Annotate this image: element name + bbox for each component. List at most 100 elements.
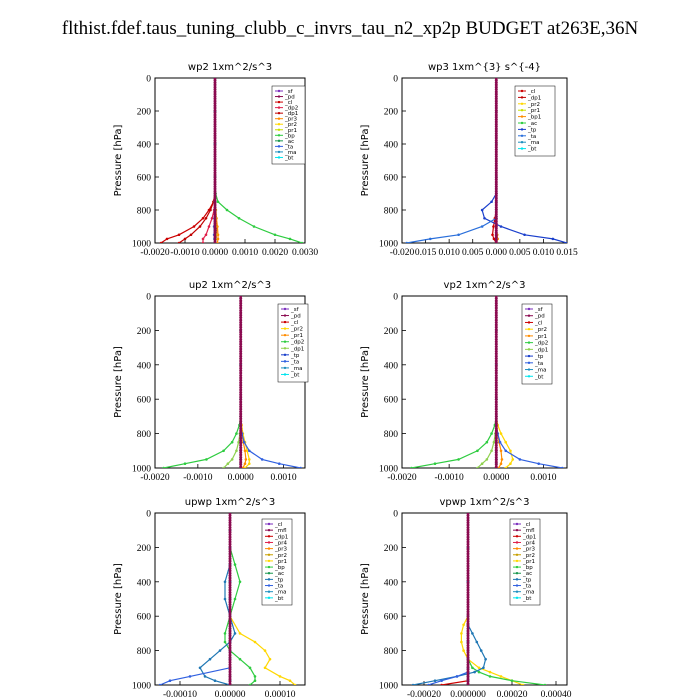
legend-marker xyxy=(527,354,531,358)
data-point xyxy=(165,237,169,241)
zero-profile-point xyxy=(239,333,243,337)
data-point xyxy=(244,458,248,461)
y-tick-label: 600 xyxy=(137,174,152,184)
data-point xyxy=(504,440,508,444)
y-tick-label: 800 xyxy=(137,207,152,217)
zero-profile-point xyxy=(494,217,498,221)
legend-label: _ac xyxy=(522,571,532,577)
series-line-ta xyxy=(406,78,497,243)
data-point xyxy=(218,649,222,652)
data-point xyxy=(521,683,525,685)
zero-profile-point xyxy=(213,94,217,98)
zero-profile-point xyxy=(239,345,243,349)
data-point xyxy=(498,440,502,444)
zero-profile-point xyxy=(239,419,243,423)
y-tick-label: 200 xyxy=(384,327,399,337)
data-point xyxy=(543,683,547,685)
zero-profile-point xyxy=(466,670,470,674)
zero-profile-point xyxy=(228,559,232,563)
legend-label: _pr3 xyxy=(284,117,298,123)
zero-profile-point xyxy=(466,521,470,525)
zero-profile-point xyxy=(466,554,470,558)
series-line-dp1 xyxy=(441,513,469,685)
data-point xyxy=(248,666,252,670)
x-tick-label: 0.00010 xyxy=(265,690,296,700)
legend-marker xyxy=(520,147,524,150)
zero-profile-point xyxy=(494,192,498,195)
zero-profile-point xyxy=(239,378,243,382)
zero-profile-point xyxy=(228,610,232,614)
zero-profile-point xyxy=(466,559,470,563)
y-tick-label: 400 xyxy=(137,578,152,588)
data-point xyxy=(551,237,555,241)
zero-profile-point xyxy=(494,155,498,159)
data-point xyxy=(233,563,237,566)
zero-profile-point xyxy=(239,451,243,455)
legend-box xyxy=(271,85,306,165)
data-point xyxy=(243,466,247,468)
zero-profile-point xyxy=(494,335,498,339)
zero-profile-point xyxy=(228,542,232,546)
zero-profile-point xyxy=(228,557,232,561)
y-axis-label: Pressure [hPa] xyxy=(113,125,124,197)
data-point xyxy=(485,458,489,461)
zero-profile-point xyxy=(494,178,498,182)
legend-label: _pr2 xyxy=(284,122,297,128)
legend-label: _ta xyxy=(284,144,293,150)
zero-profile-point xyxy=(239,349,243,353)
zero-profile-point xyxy=(494,395,498,399)
data-point xyxy=(518,458,522,461)
zero-profile-point xyxy=(494,465,498,468)
data-point xyxy=(168,679,172,682)
y-tick-label: 400 xyxy=(137,141,152,151)
legend-label: _cl xyxy=(522,522,531,528)
zero-profile-point xyxy=(239,354,243,358)
data-point xyxy=(226,462,230,466)
data-point xyxy=(460,640,463,644)
zero-profile-point xyxy=(239,325,243,329)
y-tick-label: 0 xyxy=(146,75,151,85)
zero-profile-point xyxy=(213,180,217,184)
legend-marker xyxy=(283,307,287,311)
zero-profile-point xyxy=(466,680,470,684)
data-point xyxy=(247,462,251,466)
zero-profile-point xyxy=(494,88,498,92)
data-point xyxy=(457,233,460,237)
data-point xyxy=(479,649,483,652)
legend-label: _pr4 xyxy=(522,540,536,546)
zero-profile-point xyxy=(213,122,217,126)
zero-profile-point xyxy=(213,205,217,209)
legend-marker xyxy=(515,590,519,593)
zero-profile-point xyxy=(213,81,217,85)
zero-profile-point xyxy=(494,381,498,385)
legend-label: _sf xyxy=(290,307,300,313)
zero-profile-point xyxy=(228,576,232,580)
zero-profile-point xyxy=(494,364,498,368)
y-tick-label: 600 xyxy=(384,396,399,406)
zero-profile-point xyxy=(466,682,470,685)
legend-label: _bp xyxy=(522,565,533,571)
x-tick-label: -0.0020 xyxy=(387,473,417,483)
y-tick-label: 1000 xyxy=(379,465,398,475)
zero-profile-point xyxy=(213,164,217,168)
zero-profile-point xyxy=(213,131,217,135)
zero-profile-point xyxy=(494,361,498,365)
zero-profile-point xyxy=(228,655,232,659)
x-tick-label: 0.010 xyxy=(438,248,460,258)
x-tick-label: 0.0010 xyxy=(232,248,258,258)
zero-profile-point xyxy=(239,361,243,365)
zero-profile-point xyxy=(228,643,232,647)
zero-profile-point xyxy=(466,533,470,537)
legend-label: _pr2 xyxy=(534,327,547,333)
data-point xyxy=(288,679,292,682)
zero-profile-point xyxy=(494,196,498,200)
x-tick-label: 0.0020 xyxy=(262,248,288,258)
legend-marker xyxy=(527,307,531,311)
zero-profile-point xyxy=(494,134,498,138)
data-point xyxy=(499,462,503,466)
zero-profile-point xyxy=(213,97,217,101)
legend-label: _ta xyxy=(522,584,531,590)
data-point xyxy=(411,683,415,685)
zero-profile-point xyxy=(466,569,470,573)
